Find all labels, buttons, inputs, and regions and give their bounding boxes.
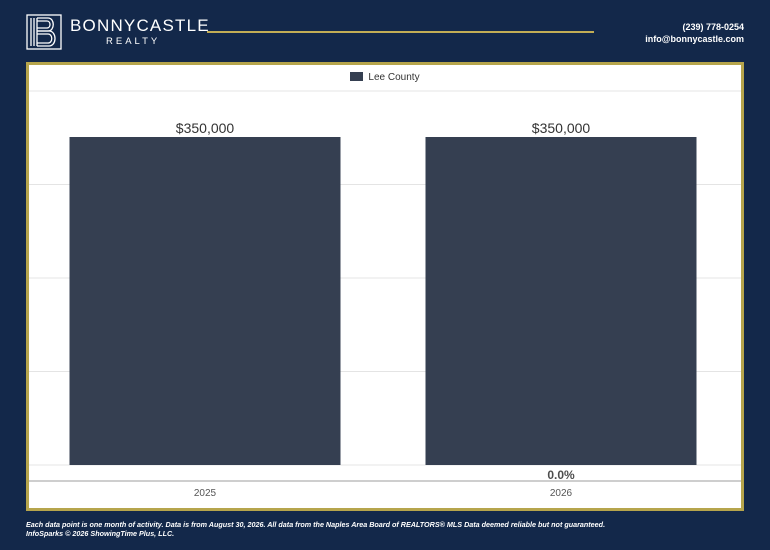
header-divider [207,31,594,33]
contact-info: (239) 778-0254 info@bonnycastle.com [645,21,744,45]
footer-line-2: InfoSparks © 2026 ShowingTime Plus, LLC. [26,529,175,538]
header: BONNYCASTLE REALTY (239) 778-0254 info@b… [0,0,770,62]
chart-legend: Lee County [29,72,741,83]
footer-line-1: Each data point is one month of activity… [26,520,606,529]
bar-value-label: $350,000 [532,120,591,136]
bonnycastle-logo-icon [26,14,62,50]
bar-chart: $350,000 2025 $350,000 2026 0.0% [29,90,741,499]
brand-name: BONNYCASTLE [70,16,210,35]
x-tick-label: 2026 [550,488,573,499]
bar-2026 [425,137,697,465]
chart-panel: Lee County $350,000 2025 $350,000 2026 0.0% [26,62,744,511]
email-address[interactable]: info@bonnycastle.com [645,34,744,44]
brand-subtitle: REALTY [106,36,161,47]
phone-number[interactable]: (239) 778-0254 [682,22,744,32]
percent-change-label: 0.0% [547,468,575,482]
footer-disclaimer: Each data point is one month of activity… [26,520,751,538]
legend-label-lee-county[interactable]: Lee County [368,72,420,83]
bar-2025 [69,137,341,465]
x-tick-label: 2025 [194,488,217,499]
legend-swatch [350,72,364,81]
bar-value-label: $350,000 [176,120,235,136]
